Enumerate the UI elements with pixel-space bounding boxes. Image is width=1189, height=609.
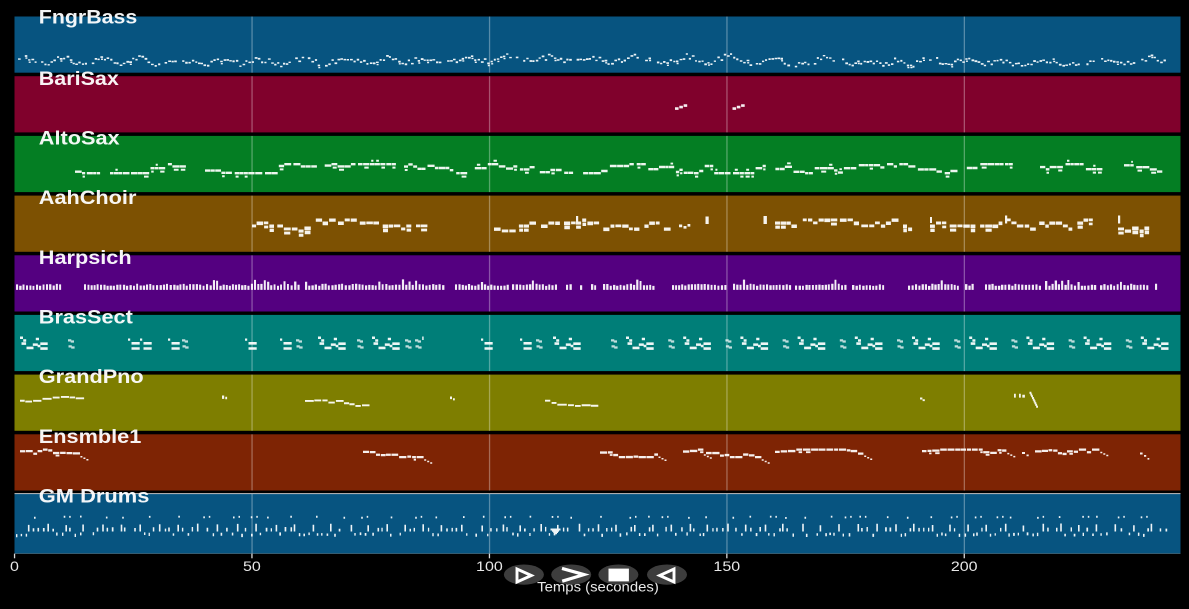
svg-text:200: 200 <box>951 558 978 574</box>
svg-text:Harpsich: Harpsich <box>39 248 132 269</box>
svg-text:AltoSax: AltoSax <box>39 129 120 150</box>
svg-text:BrasSect: BrasSect <box>39 308 134 329</box>
svg-text:AahChoir: AahChoir <box>39 188 137 209</box>
svg-text:50: 50 <box>243 558 261 574</box>
svg-text:0: 0 <box>10 558 19 574</box>
svg-text:BariSax: BariSax <box>39 69 119 90</box>
svg-text:GrandPno: GrandPno <box>39 367 144 388</box>
svg-text:GM Drums: GM Drums <box>39 487 150 508</box>
svg-text:FngrBass: FngrBass <box>39 7 138 28</box>
svg-text:Ensmble1: Ensmble1 <box>39 427 142 448</box>
svg-text:100: 100 <box>476 558 503 574</box>
svg-text:150: 150 <box>713 558 740 574</box>
